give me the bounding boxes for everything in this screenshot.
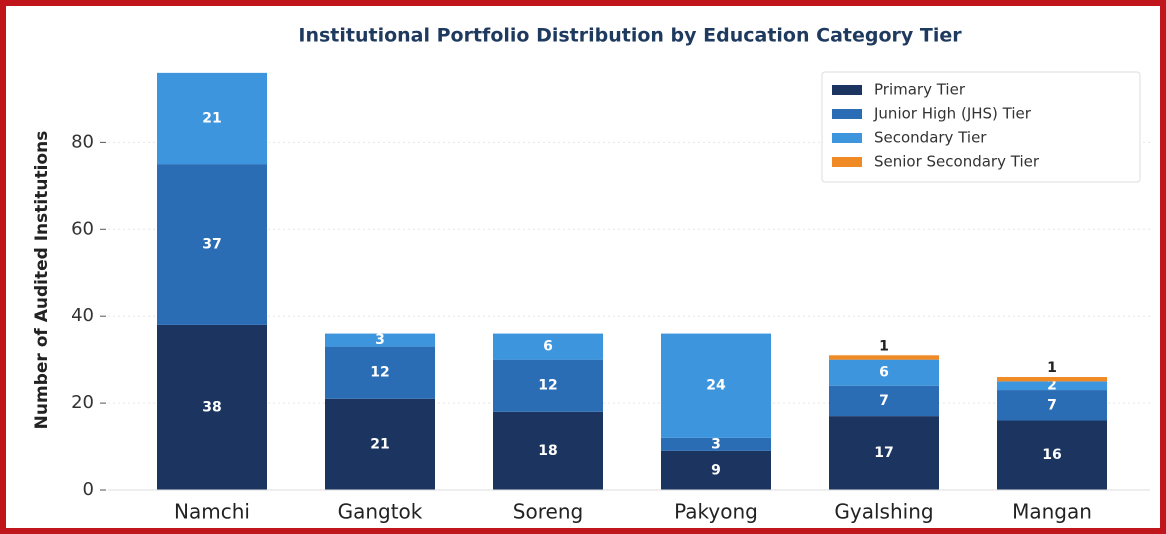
bar-segment [493,359,603,412]
data-label: 2 [1047,378,1057,394]
bar-segment [997,420,1107,490]
x-tick-label: Soreng [513,500,583,524]
bar-segment [997,377,1107,382]
data-label: 3 [375,332,385,348]
bar-segment [493,411,603,490]
data-label: 12 [538,378,557,394]
bar-segment [325,398,435,490]
bar-segment [829,359,939,386]
data-label: 1 [879,338,889,354]
bar-segment [157,72,267,165]
bar-segment [325,346,435,399]
x-tick-label: Pakyong [674,500,758,524]
legend-swatch [832,133,862,143]
bar-segment [325,333,435,347]
bar-segment [661,437,771,451]
y-axis-label: Number of Audited Institutions [32,131,52,430]
legend-box [821,71,1141,183]
data-label: 37 [202,236,221,252]
data-label: 1 [1047,360,1057,376]
legend-label: Primary Tier [874,81,966,99]
x-tick-label: Namchi [174,500,250,524]
legend-swatch [832,157,862,167]
x-tick-label: Gangtok [338,500,423,524]
bar-segment [997,381,1107,391]
data-label: 17 [874,445,893,461]
x-tick-label: Mangan [1012,500,1092,524]
chart-title: Institutional Portfolio Distribution by … [298,25,962,47]
y-tick-label: 20 [71,392,94,413]
data-label: 6 [879,365,889,381]
data-label: 3 [711,436,721,452]
data-label: 21 [370,436,389,452]
bar-segment [829,385,939,417]
x-tick-label: Gyalshing [834,500,933,524]
bar-segment [829,355,939,360]
y-tick-label: 60 [71,218,94,239]
y-tick-label: 40 [71,305,94,326]
y-tick-label: 80 [71,131,94,152]
data-label: 18 [538,443,557,459]
bar-segment [829,416,939,490]
legend-label: Secondary Tier [874,129,987,147]
bar-segment [157,164,267,325]
data-label: 7 [1047,397,1057,413]
legend-swatch [832,109,862,119]
bar-segment [157,324,267,490]
data-label: 12 [370,365,389,381]
data-label: 7 [879,393,889,409]
legend-label: Senior Secondary Tier [874,153,1040,171]
data-label: 21 [202,110,221,126]
y-tick-label: 0 [83,479,94,500]
data-label: 9 [711,462,721,478]
bar-segment [661,450,771,490]
bar-segment [661,333,771,438]
data-label: 24 [706,378,726,394]
data-label: 6 [543,339,553,355]
data-label: 38 [202,399,221,415]
bar-segment [997,390,1107,421]
legend-swatch [832,85,862,95]
data-label: 16 [1042,447,1061,463]
bar-segment [493,333,603,360]
legend-label: Junior High (JHS) Tier [873,105,1032,123]
